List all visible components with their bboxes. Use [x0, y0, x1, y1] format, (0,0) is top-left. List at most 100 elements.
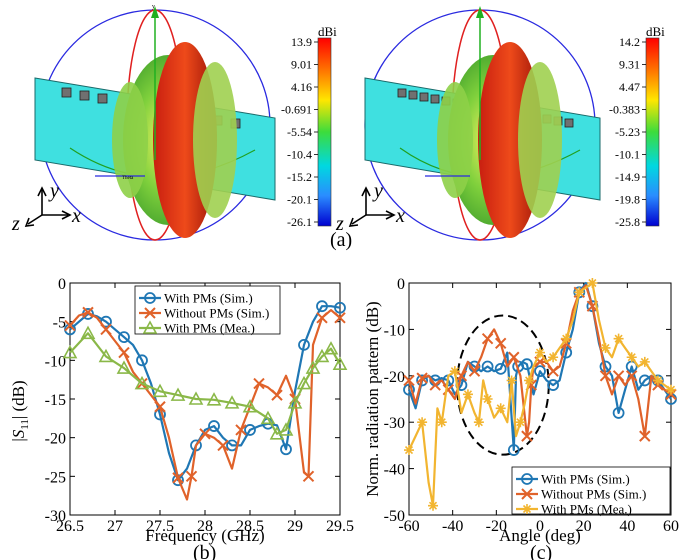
data-point	[524, 375, 535, 386]
data-point	[481, 360, 494, 373]
y-axis-label: Norm. radiation pattern (dB)	[363, 301, 382, 496]
data-point	[416, 372, 428, 384]
colorbar-tick-label: -5.23	[615, 125, 640, 139]
colorbar-tick-label: 4.16	[291, 80, 312, 94]
x-tick-label: 28	[197, 518, 213, 535]
chart-s11: 26.5 27 27.5 28 28.5 29 29.5 0 -5 -10 -15 -20 -25 -30…	[9, 276, 354, 545]
data-point	[521, 473, 533, 485]
pattern-axis-label: y	[152, 4, 155, 10]
data-point	[305, 360, 321, 374]
triad-x-label: x	[395, 205, 405, 227]
data-point	[64, 319, 76, 332]
data-point	[625, 370, 638, 382]
data-point	[639, 356, 650, 367]
data-point	[302, 470, 315, 483]
colorbar-right: dBi 14.2 9.31 4.47 -0.383 -5.23 -10.1 -14.9 -19…	[609, 24, 665, 229]
data-point	[152, 383, 168, 398]
data-point	[473, 417, 484, 428]
x-tick-label: 27	[107, 518, 123, 535]
data-point	[170, 387, 186, 401]
legend-label: With PMs (Mea.)	[164, 321, 255, 336]
data-point	[206, 392, 222, 406]
data-point	[404, 445, 414, 456]
data-point	[507, 444, 520, 456]
data-point	[449, 366, 460, 377]
y-tick-label: -25	[45, 469, 66, 486]
pattern-left: y Theta	[34, 4, 276, 241]
data-point	[253, 377, 265, 390]
data-point	[142, 320, 158, 334]
panel-c-label: (c)	[530, 542, 552, 560]
y-tick-label: -40	[384, 462, 405, 479]
data-point	[217, 439, 229, 452]
data-point	[494, 337, 507, 350]
colorbar-tick-label: -26.1	[287, 215, 312, 229]
data-point	[417, 417, 428, 428]
data-point	[436, 417, 447, 428]
data-point	[316, 312, 328, 324]
data-point	[494, 362, 507, 375]
data-point	[334, 312, 346, 324]
panel-a-label: (a)	[330, 229, 352, 251]
data-point	[334, 301, 346, 314]
x-tick-label: -40	[442, 518, 463, 535]
colorbar-unit: dBi	[646, 24, 665, 39]
data-point	[612, 407, 625, 419]
data-point	[462, 389, 473, 400]
data-point	[599, 370, 612, 382]
data-point	[332, 356, 348, 370]
data-point	[508, 351, 520, 363]
data-point	[118, 331, 130, 344]
colorbar-tick-label: 9.31	[619, 58, 640, 72]
series-line	[69, 305, 341, 482]
series-3	[62, 325, 348, 440]
data-point	[548, 352, 559, 363]
data-point	[280, 443, 292, 456]
data-point	[416, 374, 429, 387]
data-point	[429, 379, 441, 391]
y-tick-label: -20	[45, 431, 66, 448]
data-point	[403, 374, 415, 387]
data-point	[626, 352, 637, 363]
colorbar-unit: dBi	[318, 24, 337, 39]
data-point	[515, 417, 526, 428]
data-point	[235, 424, 247, 436]
y-tick-label: -5	[53, 315, 66, 332]
legend-label: With PMs (Sim.)	[541, 472, 630, 487]
data-point	[188, 391, 204, 405]
data-point	[521, 430, 533, 442]
series-line	[69, 332, 341, 435]
colorbar-tick-label: -0.383	[609, 103, 640, 117]
colorbar-tick-label: -25.8	[615, 215, 640, 229]
colorbar-tick-label: 13.9	[291, 35, 312, 49]
legend-label: With PMs (Mea.)	[541, 502, 632, 517]
data-point	[314, 348, 330, 363]
data-point	[482, 394, 493, 404]
x-tick-label: 20	[576, 518, 592, 535]
triad-z-label: z	[335, 213, 344, 235]
x-tick-label: 29.5	[326, 518, 354, 535]
data-point	[612, 370, 625, 382]
data-point	[600, 342, 611, 353]
y-tick-label: -30	[384, 415, 405, 432]
data-point	[547, 365, 559, 377]
y-tick-label: -20	[384, 369, 405, 386]
triad-z-label: z	[11, 213, 20, 235]
data-point	[287, 395, 303, 409]
data-point	[455, 370, 468, 382]
data-point	[323, 341, 339, 355]
series-line	[407, 281, 672, 452]
data-point	[587, 278, 598, 288]
data-point	[468, 365, 481, 377]
x-tick-label: 28.5	[236, 518, 264, 535]
triad-y-label: y	[372, 180, 383, 202]
data-point	[639, 430, 651, 442]
legend-label: With PMs (Sim.)	[164, 291, 253, 306]
data-point	[208, 420, 220, 432]
y-tick-label: -15	[45, 392, 66, 409]
data-point	[185, 470, 198, 483]
data-point	[62, 344, 78, 359]
data-point	[481, 332, 494, 345]
data-point	[403, 383, 415, 396]
